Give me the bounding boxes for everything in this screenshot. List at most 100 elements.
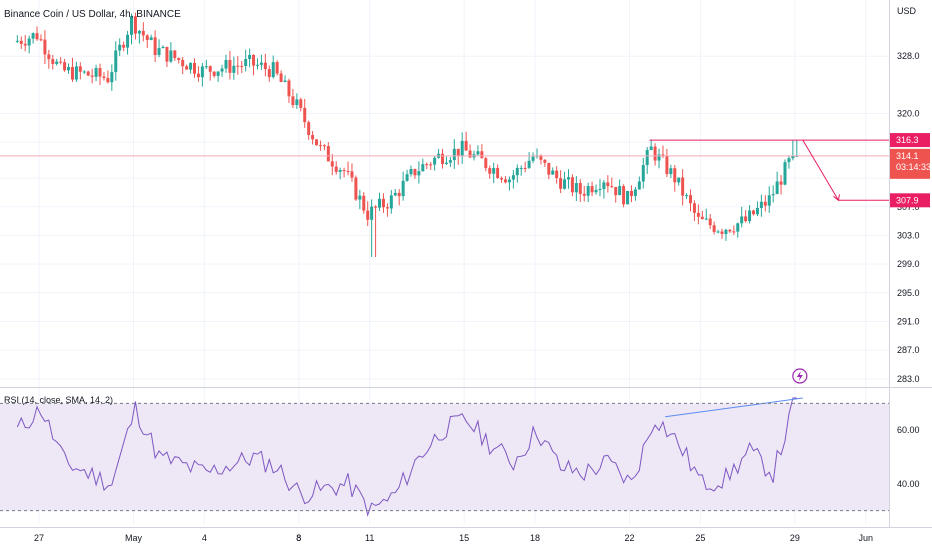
candle-body	[708, 218, 712, 226]
candle-body	[724, 229, 728, 234]
last-price-tag-bg	[890, 148, 930, 179]
candle-body	[102, 76, 106, 78]
candlestick-series	[15, 12, 799, 257]
candle-body	[626, 191, 630, 205]
candle-body	[677, 177, 681, 183]
candle-body	[444, 162, 448, 164]
candle-body	[759, 201, 763, 208]
candle-body	[586, 186, 590, 196]
candle-body	[460, 140, 464, 157]
candle-body	[720, 231, 724, 234]
candle-body	[185, 66, 189, 70]
candle-body	[271, 62, 275, 78]
candle-body	[204, 66, 208, 68]
candle-body	[23, 43, 27, 46]
candle-body	[413, 169, 417, 176]
candle-body	[161, 46, 165, 49]
candle-body	[696, 212, 700, 217]
time-tick-label: 15	[459, 533, 469, 543]
time-tick-label: 8	[296, 533, 301, 543]
candle-body	[771, 194, 775, 196]
candle-body	[307, 122, 311, 136]
candle-body	[228, 59, 232, 73]
candle-body	[570, 177, 574, 193]
candle-body	[409, 169, 413, 175]
candle-body	[669, 168, 673, 175]
rsi-indicator-label[interactable]: RSI (14, close, SMA, 14, 2)	[4, 395, 114, 405]
candle-body	[791, 155, 795, 159]
candle-body	[55, 61, 59, 64]
candle-body	[350, 171, 354, 178]
candle-body	[381, 198, 385, 208]
candle-body	[633, 189, 637, 196]
candle-body	[657, 154, 661, 161]
candle-body	[59, 61, 63, 63]
candle-body	[543, 159, 547, 163]
candle-body	[362, 195, 366, 211]
candle-body	[763, 201, 767, 206]
candle-body	[464, 140, 468, 151]
candle-body	[629, 191, 633, 196]
rsi-tick-label: 60.00	[897, 425, 920, 435]
candle-body	[783, 162, 787, 185]
candle-body	[130, 16, 134, 35]
candle-body	[374, 206, 378, 208]
candle-body	[106, 77, 110, 83]
candle-body	[165, 46, 169, 62]
candle-body	[511, 175, 515, 180]
candle-body	[488, 168, 492, 174]
candle-body	[637, 181, 641, 190]
candle-body	[141, 30, 145, 36]
candle-body	[267, 69, 271, 78]
time-tick-label: 11	[365, 533, 374, 543]
price-tick-label: 295.0	[897, 288, 920, 298]
candle-body	[574, 183, 578, 193]
candle-body	[515, 167, 519, 176]
price-tick-label: 320.0	[897, 109, 920, 119]
candle-body	[685, 195, 689, 197]
candle-body	[641, 165, 645, 182]
candle-body	[39, 39, 43, 41]
candle-body	[259, 62, 263, 65]
candle-body	[728, 229, 732, 232]
lightning-icon-glyph	[796, 371, 803, 381]
candle-body	[767, 195, 771, 206]
candle-body	[255, 64, 259, 66]
candle-body	[606, 182, 610, 187]
candle-body	[110, 72, 114, 83]
time-tick-label: Jun	[858, 533, 873, 543]
candle-body	[563, 179, 567, 189]
target-price-tag-text: 307.9	[896, 195, 919, 205]
candle-body	[169, 50, 173, 62]
candle-body	[354, 177, 358, 200]
candle-body	[275, 62, 279, 74]
candle-body	[94, 68, 98, 77]
candle-body	[67, 67, 71, 71]
candle-body	[507, 179, 511, 183]
candle-body	[114, 50, 118, 73]
price-tick-label: 328.0	[897, 51, 920, 61]
candle-body	[342, 169, 346, 172]
candle-body	[248, 54, 252, 60]
candle-body	[291, 96, 295, 105]
candle-body	[523, 167, 527, 169]
candle-body	[311, 135, 315, 140]
annotations	[0, 139, 889, 384]
candle-body	[484, 158, 488, 169]
candle-body	[346, 171, 350, 173]
candle-body	[90, 75, 94, 77]
candle-body	[712, 225, 716, 232]
candle-body	[200, 66, 204, 78]
candle-body	[236, 65, 240, 67]
candle-body	[618, 186, 622, 196]
candle-body	[318, 145, 322, 147]
candle-body	[47, 54, 51, 60]
rsi-series	[16, 397, 803, 517]
candle-body	[232, 65, 236, 73]
candle-body	[133, 16, 137, 34]
time-tick-label: 27	[34, 533, 44, 543]
candle-body	[681, 177, 685, 196]
candle-body	[370, 206, 374, 220]
candle-body	[452, 148, 456, 161]
